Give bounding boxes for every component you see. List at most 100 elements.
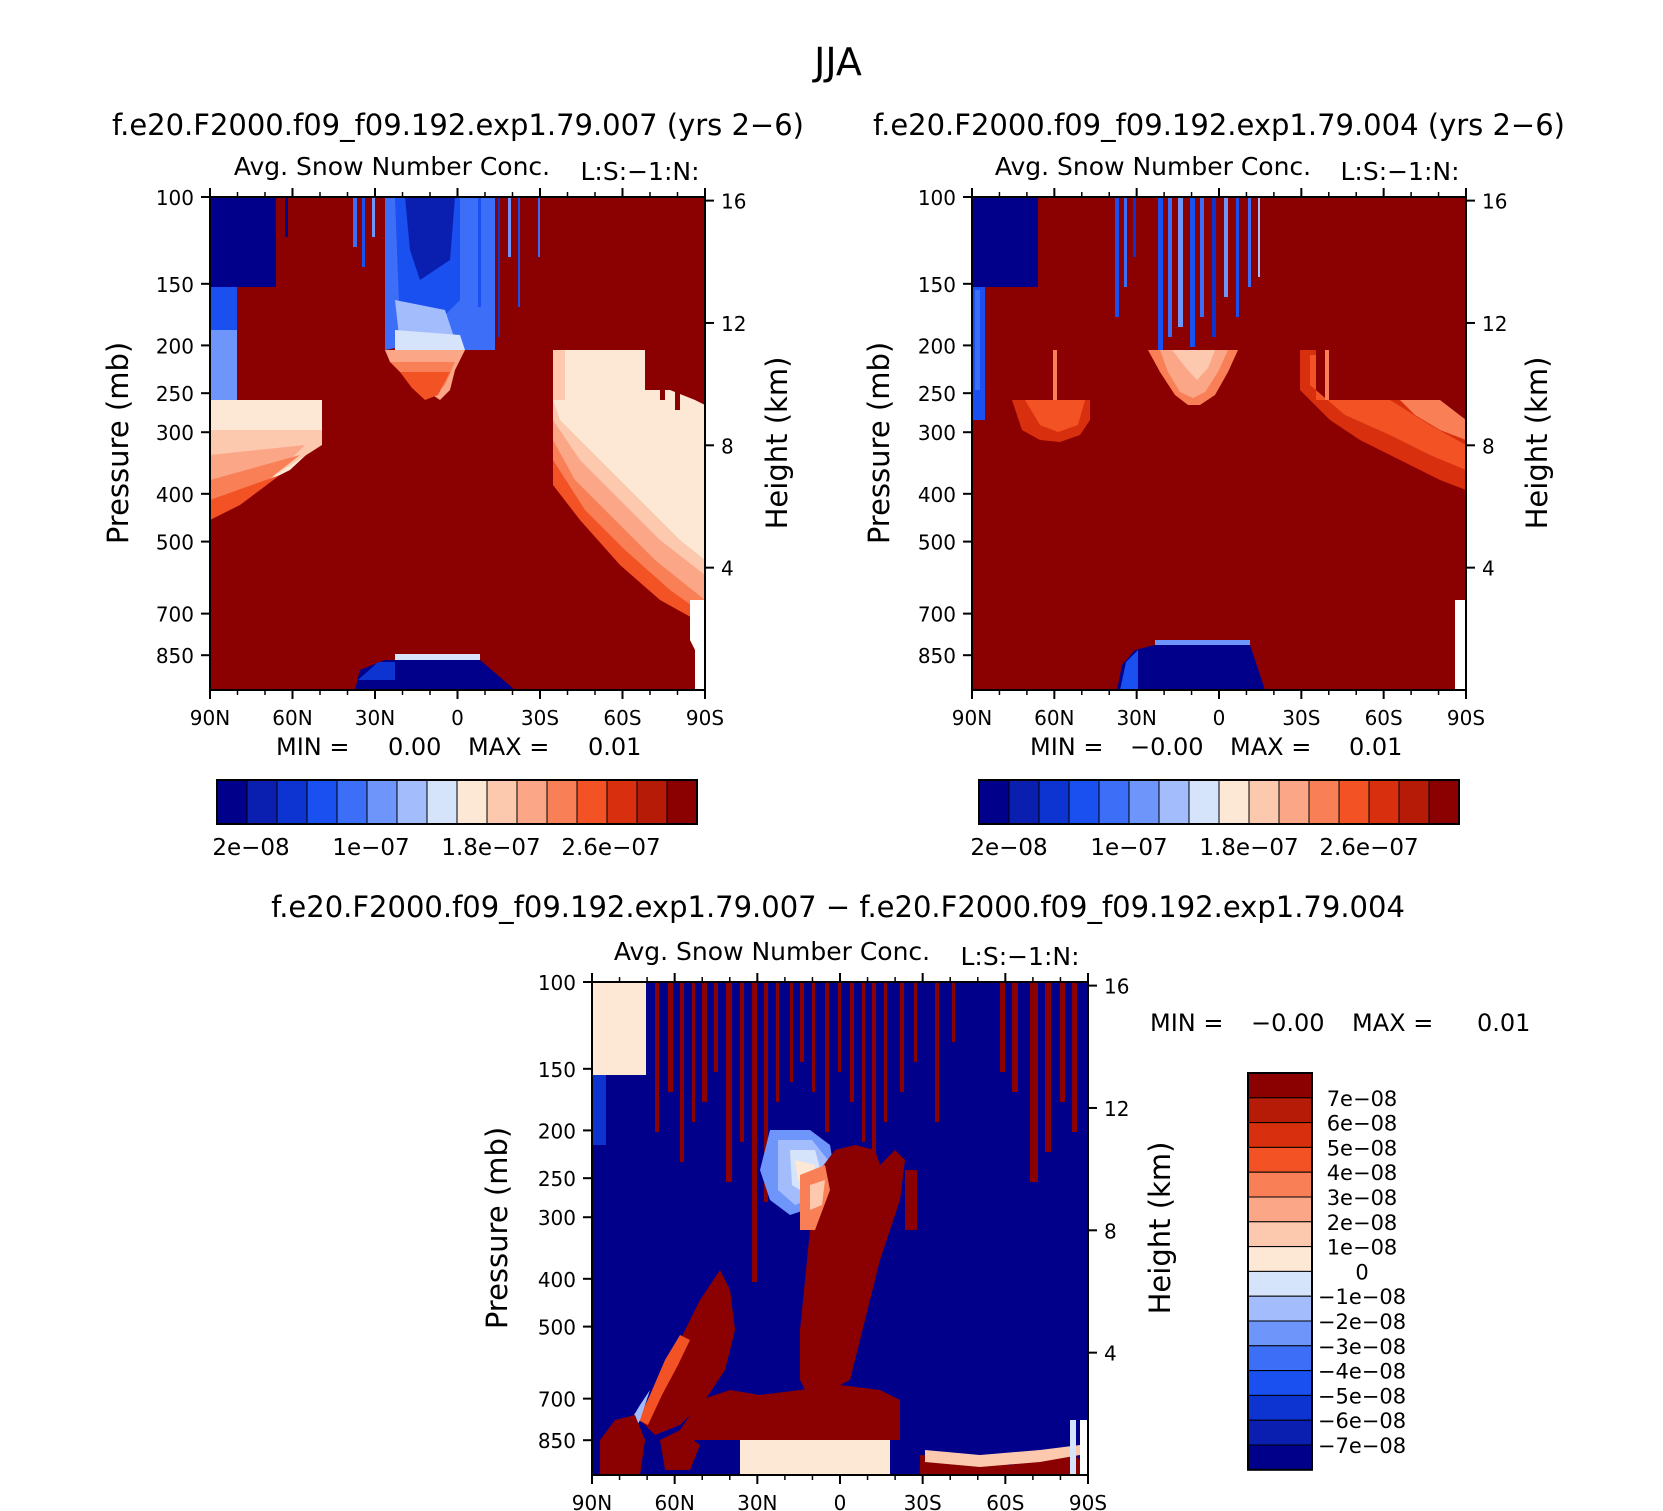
- colorbar-swatch: [276, 779, 308, 825]
- y-tick-label: 700: [538, 1388, 576, 1412]
- colorbar-label-diff: −2e−08: [1318, 1310, 1406, 1334]
- y-tick-label: 300: [538, 1206, 576, 1230]
- colorbar-swatch: [1098, 779, 1130, 825]
- panel-title-right: f.e20.F2000.f09_f09.192.exp1.79.004 (yrs…: [873, 108, 1565, 142]
- colorbar-swatch: [576, 779, 608, 825]
- plot-title-left: Avg. Snow Number Conc.: [234, 152, 550, 181]
- colorbar-swatch: [1188, 779, 1220, 825]
- colorbar-frame: [1247, 1072, 1313, 1471]
- colorbar-label-diff: 6e−08: [1327, 1112, 1398, 1136]
- max-label-diff: MAX =: [1352, 1009, 1433, 1037]
- colorbar-label-diff: −7e−08: [1318, 1434, 1406, 1458]
- colorbar-label-left: 2.6e−07: [561, 835, 660, 861]
- colorbar-label-left: 1.8e−07: [441, 835, 540, 861]
- height-tick-label: 12: [721, 312, 746, 336]
- colorbar-label-diff: 2e−08: [1327, 1211, 1398, 1235]
- min-label-diff: MIN =: [1150, 1009, 1223, 1037]
- max-value-left: 0.01: [588, 733, 641, 761]
- colorbar-diff: 7e−086e−085e−084e−083e−082e−081e−080−1e−…: [1247, 1072, 1406, 1471]
- y-tick-label: 850: [156, 644, 194, 668]
- colorbar-left: [216, 779, 698, 825]
- x-tick-label: 90N: [952, 706, 992, 730]
- y-tick-label: 400: [918, 483, 956, 507]
- x-tick-label: 90S: [1447, 706, 1485, 730]
- x-tick-label: 30N: [737, 1491, 777, 1511]
- x-tick-label: 60N: [654, 1491, 694, 1511]
- panel-diff: Avg. Snow Number Conc. L:S:−1:N:: [480, 937, 1530, 1511]
- colorbar-swatch: [1308, 779, 1340, 825]
- axes-left: 100 150 200 250 300 400 500 700 850 16 12 8 4 90N 60N 3…: [156, 186, 747, 730]
- colorbar-swatch: [1368, 779, 1400, 825]
- colorbar-swatch: [1428, 779, 1460, 825]
- colorbar-swatch: [606, 779, 638, 825]
- colorbar-label-diff: 7e−08: [1327, 1087, 1398, 1111]
- max-value-diff: 0.01: [1477, 1009, 1530, 1037]
- panel-right: Avg. Snow Number Conc. L:S:−1:N:: [862, 152, 1554, 861]
- colorbar-swatch: [336, 779, 368, 825]
- plot-code-right: L:S:−1:N:: [1340, 157, 1459, 186]
- height-tick-label: 4: [1482, 557, 1495, 581]
- y-tick-label: 200: [918, 334, 956, 358]
- min-label-right: MIN =: [1030, 733, 1103, 761]
- x-tick-label: 30S: [1282, 706, 1320, 730]
- x-tick-label: 60S: [986, 1491, 1024, 1511]
- y-tick-label: 150: [538, 1058, 576, 1082]
- x-tick-label: 30N: [1116, 706, 1156, 730]
- colorbar-swatch: [456, 779, 488, 825]
- y-tick-label: 150: [156, 273, 194, 297]
- colorbar-swatch: [1218, 779, 1250, 825]
- colorbar-swatch: [1247, 1320, 1313, 1347]
- x-tick-label: 60S: [1365, 706, 1403, 730]
- ylabel-right-diff: Height (km): [1143, 1142, 1177, 1315]
- contour-field-diff: [592, 982, 1088, 1475]
- min-value-diff: −0.00: [1251, 1009, 1325, 1037]
- x-tick-label: 0: [834, 1491, 847, 1511]
- colorbar-swatch: [486, 779, 518, 825]
- x-tick-label: 0: [451, 706, 464, 730]
- colorbar-label-diff: −3e−08: [1318, 1335, 1406, 1359]
- colorbar-swatch: [1038, 779, 1070, 825]
- colorbar-swatch: [1247, 1370, 1313, 1396]
- x-tick-label: 30N: [355, 706, 395, 730]
- y-tick-label: 700: [918, 603, 956, 627]
- colorbar-label-right: 2e−08: [970, 835, 1047, 861]
- colorbar-swatch: [426, 779, 458, 825]
- colorbar-swatch: [1247, 1444, 1313, 1471]
- colorbar-label-right: 2.6e−07: [1319, 835, 1418, 861]
- colorbar-frame: [216, 779, 698, 825]
- y-tick-label: 250: [538, 1167, 576, 1191]
- ylabel-right-right: Height (km): [1520, 357, 1554, 530]
- axes-right: 100 150 200 250 300 400 500 700 850 16 12 8 4 90N 60N 3…: [918, 186, 1508, 730]
- x-tick-label: 60N: [1034, 706, 1074, 730]
- panel-left: Avg. Snow Number Conc. L:S:−1:N:: [101, 152, 794, 861]
- y-tick-label: 200: [156, 334, 194, 358]
- panel-title-diff: f.e20.F2000.f09_f09.192.exp1.79.007 − f.…: [271, 890, 1405, 924]
- x-tick-label: 90N: [190, 706, 230, 730]
- max-label-left: MAX =: [468, 733, 549, 761]
- colorbar-label-right: 1e−07: [1090, 835, 1167, 861]
- colorbar-swatch: [1278, 779, 1310, 825]
- colorbar-label-diff: −1e−08: [1318, 1285, 1406, 1309]
- colorbar-label-diff: 4e−08: [1327, 1161, 1398, 1185]
- y-tick-label: 100: [918, 186, 956, 210]
- colorbar-swatch: [1247, 1146, 1313, 1173]
- height-tick-label: 16: [721, 190, 746, 214]
- y-tick-label: 400: [538, 1268, 576, 1292]
- plot-code-left: L:S:−1:N:: [580, 157, 699, 186]
- height-tick-label: 12: [1482, 312, 1507, 336]
- colorbar-swatch: [978, 779, 1010, 825]
- colorbar-frame: [978, 779, 1460, 825]
- season-title: JJA: [812, 40, 862, 84]
- height-tick-label: 16: [1482, 190, 1507, 214]
- colorbar-label-diff: 0: [1355, 1260, 1368, 1284]
- colorbar-label-left: 2e−08: [212, 835, 289, 861]
- colorbar-swatch: [1338, 779, 1370, 825]
- colorbar-swatch: [1247, 1196, 1313, 1223]
- colorbar-swatch: [636, 779, 668, 825]
- ylabel-right: Pressure (mb): [862, 342, 896, 544]
- height-tick-label: 4: [1104, 1342, 1117, 1366]
- colorbar-label-right: 1.8e−07: [1199, 835, 1298, 861]
- y-tick-label: 200: [538, 1119, 576, 1143]
- colorbar-swatch: [1247, 1122, 1313, 1148]
